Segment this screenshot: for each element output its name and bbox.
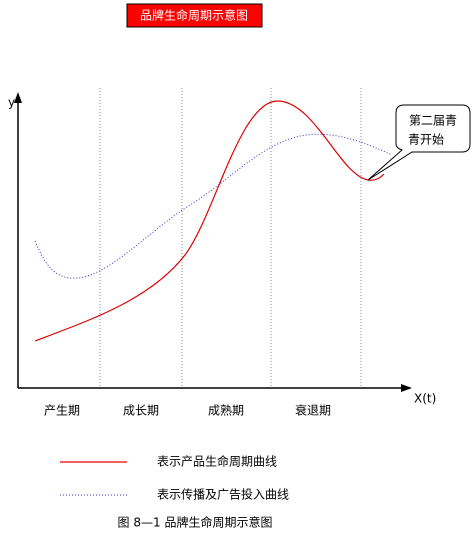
x-label: X(t)	[414, 392, 436, 406]
stage-label: 成长期	[123, 404, 159, 418]
stage-label: 产生期	[44, 404, 80, 418]
callout-text: 青开始	[408, 133, 444, 147]
title: 品牌生命周期示意图	[140, 8, 248, 23]
x-arrow	[401, 384, 412, 392]
legend-text: 表示传播及广告投入曲线	[157, 487, 289, 502]
stage-label: 衰退期	[295, 403, 331, 418]
y-arrow	[14, 92, 22, 103]
legend-text: 表示产品生命周期曲线	[157, 454, 277, 469]
stage-label: 成熟期	[208, 403, 244, 418]
title-box	[126, 3, 263, 28]
advertising-curve	[34, 133, 393, 279]
y-label: y	[8, 96, 15, 110]
stage-dividers	[99, 88, 362, 388]
callout	[367, 104, 471, 181]
caption: 图 8—1 品牌生命周期示意图	[118, 515, 273, 530]
callout-text: 第二届青	[409, 114, 457, 128]
product-curve	[34, 100, 385, 342]
